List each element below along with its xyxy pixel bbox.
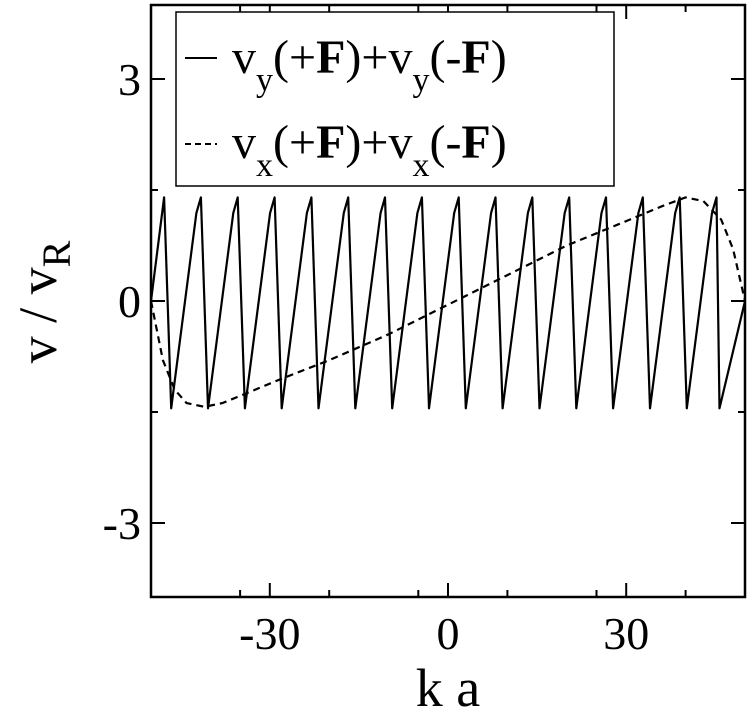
series-layer bbox=[149, 196, 747, 410]
x-axis-label: k a bbox=[416, 658, 481, 713]
y-axis-label: v / vR bbox=[8, 240, 79, 363]
legend-vx-v1: v bbox=[232, 116, 256, 169]
legend-vx-o2: (- bbox=[429, 116, 461, 169]
legend-vy-s1: y bbox=[256, 62, 273, 99]
legend-vy-s2: y bbox=[412, 62, 429, 99]
legend-vy-v1: v bbox=[232, 31, 256, 84]
legend-vx-b2: F bbox=[461, 116, 490, 169]
legend-label-vx: vx(+F)+vx(-F) bbox=[232, 116, 507, 184]
legend-vx-b1: F bbox=[316, 116, 345, 169]
legend-vy-b1: F bbox=[316, 31, 345, 84]
legend: vy(+F)+vy(-F) vx(+F)+vx(-F) bbox=[175, 11, 615, 187]
x-tick-label: 30 bbox=[603, 608, 649, 659]
legend-vx-o1: (+ bbox=[273, 116, 316, 169]
legend-vx-c2: ) bbox=[491, 116, 507, 169]
y-tick-label: 0 bbox=[118, 276, 141, 327]
legend-vx-s1: x bbox=[256, 147, 273, 184]
legend-box bbox=[175, 11, 615, 187]
legend-vy-v2: v bbox=[388, 31, 412, 84]
legend-vy-o2: (- bbox=[429, 31, 461, 84]
legend-vy-b2: F bbox=[461, 31, 490, 84]
legend-vx-v2: v bbox=[388, 116, 412, 169]
legend-label-vy: vy(+F)+vy(-F) bbox=[232, 31, 507, 99]
x-tick-label: 0 bbox=[437, 608, 460, 659]
y-tick-label: -3 bbox=[103, 498, 141, 549]
y-axis-label-main: v / v bbox=[8, 267, 68, 363]
legend-vy-c1: )+ bbox=[345, 31, 388, 84]
legend-vy-c2: ) bbox=[491, 31, 507, 84]
series-vx-dashed-line bbox=[149, 196, 747, 408]
tick-labels: -30 0 30-303 bbox=[103, 54, 650, 659]
x-tick-label: -30 bbox=[239, 608, 300, 659]
y-tick-label: 3 bbox=[118, 54, 141, 105]
series-vy-solid-line bbox=[149, 196, 747, 410]
legend-vx-c1: )+ bbox=[345, 116, 388, 169]
legend-vx-s2: x bbox=[412, 147, 429, 184]
y-axis-label-sub: R bbox=[34, 240, 79, 267]
legend-vy-o1: (+ bbox=[273, 31, 316, 84]
